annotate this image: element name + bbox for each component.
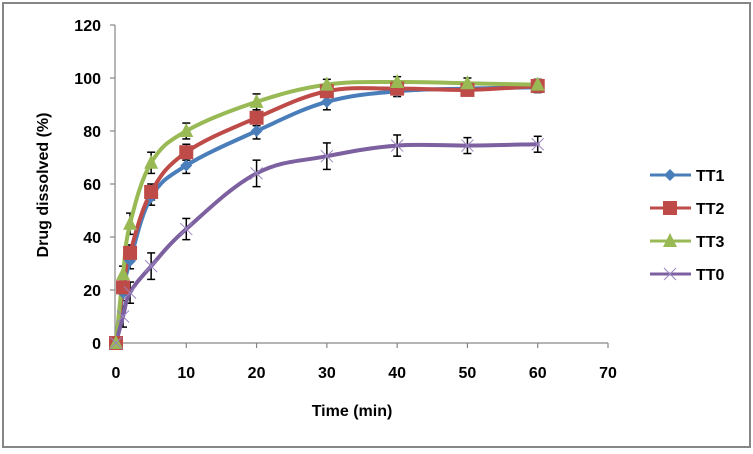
y-tick-label: 100 (74, 71, 101, 88)
data-point-tt0 (179, 222, 193, 236)
data-point-tt1 (250, 125, 263, 137)
series-line-tt1 (114, 85, 540, 345)
data-point-tt2 (249, 110, 264, 125)
legend-label: TT2 (696, 201, 725, 218)
data-point-tt3 (460, 75, 475, 90)
data-point-tt0 (144, 259, 158, 273)
data-point-tt3 (530, 76, 545, 91)
data-point-tt3 (144, 154, 159, 169)
y-tick-label: 40 (83, 230, 101, 247)
data-point-tt0 (109, 336, 123, 350)
error-bars (119, 75, 542, 328)
data-point-tt2 (179, 145, 194, 160)
marker-x-stroke (461, 139, 474, 152)
data-point-tt2 (116, 280, 131, 295)
y-tick-label: 20 (83, 283, 101, 300)
legend-marker (664, 169, 676, 181)
marker-x-stroke (109, 336, 123, 350)
y-tick-label: 80 (83, 124, 101, 141)
series-line-tt2 (114, 83, 540, 345)
series-line-tt3 (114, 79, 540, 345)
data-point-tt2 (123, 245, 138, 260)
data-point-tt0 (116, 310, 130, 323)
data-point-tt3 (319, 76, 334, 91)
data-point-tt0 (461, 139, 474, 152)
legend-label: TT3 (696, 234, 725, 251)
data-point-tt0 (320, 149, 334, 163)
data-point-tt2 (144, 184, 159, 199)
legend-item-tt1: TT1 (650, 168, 725, 185)
x-axis-title: Time (min) (312, 403, 393, 420)
data-point-tt0 (531, 137, 545, 151)
legend-label: TT0 (696, 267, 725, 284)
x-tick-label: 0 (112, 365, 121, 382)
marker-x-stroke (320, 149, 334, 163)
marker-x-stroke (531, 137, 545, 151)
legend-marker (663, 201, 677, 215)
data-point-tt3 (116, 266, 131, 281)
x-tick-label: 30 (318, 365, 336, 382)
marker-x-stroke (179, 222, 193, 236)
data-point-tt0 (390, 139, 404, 152)
y-axis-title: Drug dissolved (%) (35, 113, 52, 258)
legend-label: TT1 (696, 168, 725, 185)
marker-x-stroke (144, 259, 158, 273)
chart-frame: 0 20 40 60 80 100 120 0 10 20 30 40 50 60 70 Time (min… (2, 2, 751, 448)
legend-item-tt3: TT3 (650, 233, 725, 251)
y-tick-label: 120 (74, 18, 101, 35)
legend-marker (663, 233, 677, 247)
axes: 0 20 40 60 80 100 120 0 10 20 30 40 50 60 70 (74, 18, 617, 382)
y-tick-label: 0 (92, 336, 101, 353)
legend-item-tt2: TT2 (650, 201, 725, 218)
x-tick-label: 60 (529, 365, 547, 382)
x-tick-label: 20 (248, 365, 266, 382)
data-point-tt1 (320, 95, 333, 108)
marker-x-stroke (123, 286, 137, 300)
marker-x-stroke (663, 267, 677, 281)
markers (109, 73, 545, 350)
data-point-tt3 (109, 335, 123, 349)
x-tick-label: 40 (388, 365, 406, 382)
y-tick-label: 60 (83, 177, 101, 194)
x-tick-label: 70 (599, 365, 617, 382)
x-tick-label: 10 (177, 365, 195, 382)
marker-x-stroke (116, 310, 130, 323)
data-point-tt0 (123, 286, 137, 300)
data-point-tt3 (249, 93, 264, 108)
legend-marker (663, 267, 677, 281)
data-point-tt1 (180, 159, 193, 172)
data-point-tt3 (179, 123, 194, 137)
marker-x-stroke (390, 139, 404, 152)
legend: TT1 TT2 TT3 TT0 (650, 168, 725, 284)
x-tick-label: 50 (459, 365, 477, 382)
series-lines (114, 79, 540, 345)
series-line-tt0 (114, 142, 540, 345)
dissolution-chart: 0 20 40 60 80 100 120 0 10 20 30 40 50 60 70 Time (min… (35, 18, 725, 420)
data-point-tt3 (123, 215, 138, 230)
data-point-tt3 (390, 73, 405, 88)
data-point-tt0 (250, 167, 263, 180)
marker-x-stroke (250, 167, 263, 180)
legend-item-tt0: TT0 (650, 267, 725, 284)
